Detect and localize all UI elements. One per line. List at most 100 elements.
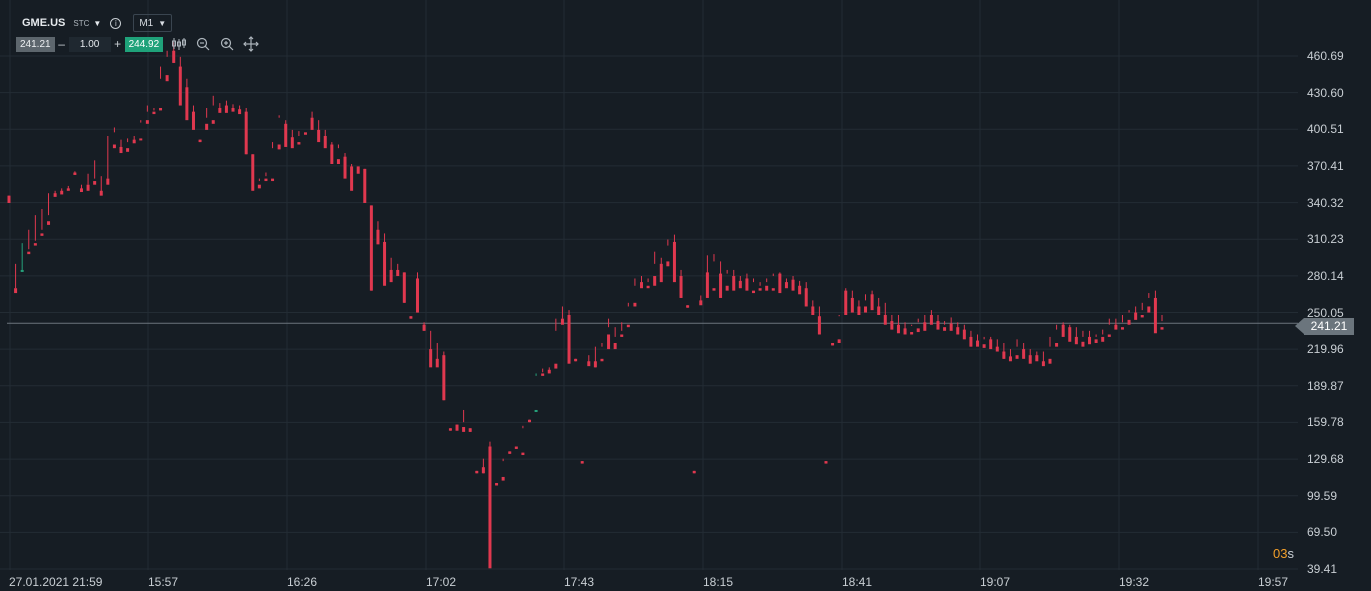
candle-body bbox=[527, 419, 531, 423]
candle-body bbox=[587, 361, 591, 367]
candle-body bbox=[989, 339, 993, 350]
candle bbox=[745, 273, 749, 291]
candle bbox=[1081, 330, 1085, 347]
decrease-volume-button[interactable]: – bbox=[58, 36, 65, 51]
candle-body bbox=[264, 178, 268, 182]
time-tick-label: 27.01.2021 21:59 bbox=[9, 575, 103, 589]
candle-body bbox=[356, 166, 360, 174]
candle bbox=[251, 154, 255, 191]
candle bbox=[659, 257, 663, 283]
buy-price-button[interactable]: 244.92 bbox=[124, 36, 164, 52]
candle bbox=[93, 160, 97, 185]
candle-body bbox=[290, 137, 294, 149]
candle bbox=[1015, 339, 1019, 359]
candle bbox=[692, 470, 696, 474]
candle-body bbox=[330, 144, 334, 164]
crosshair-move-icon[interactable] bbox=[243, 36, 260, 52]
candle-body bbox=[890, 321, 894, 330]
candle-body bbox=[804, 288, 808, 307]
candle bbox=[475, 470, 479, 474]
candle bbox=[303, 132, 307, 135]
candle-body bbox=[719, 273, 723, 298]
volume-input[interactable]: 1.00 bbox=[68, 36, 111, 52]
candle-body bbox=[145, 120, 149, 124]
candle-body bbox=[844, 290, 848, 315]
candle-body bbox=[376, 229, 380, 245]
candle bbox=[415, 272, 419, 313]
candle bbox=[422, 322, 426, 331]
candle bbox=[244, 107, 248, 155]
candle-body bbox=[429, 349, 433, 368]
candle-body bbox=[455, 424, 459, 431]
candle-body bbox=[73, 172, 77, 175]
candle bbox=[297, 131, 301, 145]
candle-body bbox=[765, 285, 769, 291]
candle-body bbox=[1061, 324, 1065, 337]
candle-body bbox=[976, 340, 980, 347]
candle bbox=[1028, 349, 1032, 364]
candle-body bbox=[383, 241, 387, 286]
candle bbox=[350, 163, 354, 191]
candle bbox=[580, 461, 584, 464]
zoom-in-icon[interactable] bbox=[219, 36, 235, 52]
increase-volume-button[interactable]: + bbox=[114, 36, 122, 51]
candle bbox=[791, 276, 795, 291]
candle bbox=[159, 66, 163, 111]
candle bbox=[1134, 306, 1138, 320]
candle-body bbox=[126, 148, 130, 152]
current-price-marker bbox=[1295, 318, 1304, 334]
candle-body bbox=[1048, 358, 1052, 364]
indicators-icon[interactable] bbox=[171, 36, 187, 52]
candle-body bbox=[547, 369, 551, 374]
candle bbox=[363, 168, 367, 203]
candle-body bbox=[811, 306, 815, 315]
time-tick-label: 17:02 bbox=[426, 575, 457, 589]
candle bbox=[462, 409, 466, 432]
candle bbox=[1055, 324, 1059, 347]
candle bbox=[705, 255, 709, 298]
chevron-down-icon[interactable]: ▼ bbox=[93, 18, 102, 28]
candle bbox=[165, 50, 169, 82]
candle bbox=[501, 458, 505, 481]
candle bbox=[231, 104, 235, 112]
candle bbox=[211, 95, 215, 124]
candle-countdown: 03s bbox=[1273, 546, 1294, 561]
candle-body bbox=[1002, 351, 1006, 359]
candle-body bbox=[883, 314, 887, 325]
info-icon[interactable]: i bbox=[110, 17, 122, 29]
candle-body bbox=[778, 273, 782, 294]
candle-body bbox=[593, 361, 597, 368]
candle-body bbox=[1028, 355, 1032, 364]
candle-body bbox=[705, 272, 709, 298]
timeframe-dropdown[interactable]: M1 ▼ bbox=[133, 14, 173, 32]
candle-body bbox=[798, 285, 802, 295]
candle bbox=[429, 330, 433, 368]
candle bbox=[1041, 351, 1045, 367]
candle-body bbox=[653, 276, 657, 286]
candle bbox=[613, 327, 617, 350]
candle bbox=[271, 142, 275, 182]
zoom-out-icon[interactable] bbox=[195, 36, 211, 52]
candle bbox=[798, 280, 802, 295]
countdown-value: 03 bbox=[1273, 546, 1288, 561]
candle bbox=[1101, 329, 1105, 342]
candle-body bbox=[613, 343, 617, 350]
candle-body bbox=[580, 461, 584, 464]
candle-body bbox=[725, 285, 729, 291]
price-tick-label: 340.32 bbox=[1307, 195, 1344, 210]
candle bbox=[554, 318, 558, 369]
symbol-name[interactable]: GME.US bbox=[22, 17, 66, 29]
candle-body bbox=[1055, 343, 1059, 347]
candle bbox=[732, 269, 736, 291]
candle bbox=[442, 351, 446, 401]
candle bbox=[916, 318, 920, 333]
candle-body bbox=[435, 358, 439, 368]
sell-price-button[interactable]: 241.21 bbox=[16, 36, 55, 52]
candle-body bbox=[896, 324, 900, 334]
candle-body bbox=[1101, 336, 1105, 342]
candle-body bbox=[475, 470, 479, 474]
candle-body bbox=[633, 302, 637, 307]
candle-body bbox=[864, 306, 868, 313]
candle-body bbox=[79, 188, 83, 193]
